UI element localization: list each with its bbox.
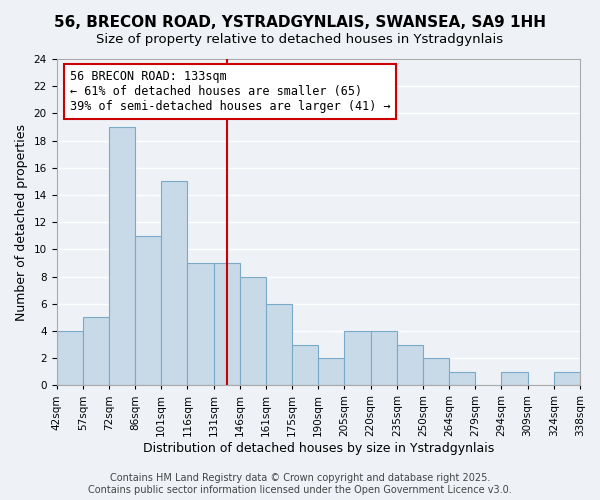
Y-axis label: Number of detached properties: Number of detached properties — [15, 124, 28, 320]
Bar — [56, 331, 83, 386]
X-axis label: Distribution of detached houses by size in Ystradgynlais: Distribution of detached houses by size … — [143, 442, 494, 455]
Bar — [502, 372, 527, 386]
Text: 56 BRECON ROAD: 133sqm
← 61% of detached houses are smaller (65)
39% of semi-det: 56 BRECON ROAD: 133sqm ← 61% of detached… — [70, 70, 390, 113]
Text: 56, BRECON ROAD, YSTRADGYNLAIS, SWANSEA, SA9 1HH: 56, BRECON ROAD, YSTRADGYNLAIS, SWANSEA,… — [54, 15, 546, 30]
Bar — [109, 127, 135, 386]
Text: Size of property relative to detached houses in Ystradgynlais: Size of property relative to detached ho… — [97, 32, 503, 46]
Bar — [240, 276, 266, 386]
Bar — [344, 331, 371, 386]
Bar — [187, 263, 214, 386]
Bar — [214, 263, 240, 386]
Bar — [135, 236, 161, 386]
Bar — [554, 372, 580, 386]
Bar — [371, 331, 397, 386]
Text: Contains HM Land Registry data © Crown copyright and database right 2025.
Contai: Contains HM Land Registry data © Crown c… — [88, 474, 512, 495]
Bar — [449, 372, 475, 386]
Bar — [83, 318, 109, 386]
Bar — [423, 358, 449, 386]
Bar — [397, 344, 423, 386]
Bar — [161, 182, 187, 386]
Bar — [292, 344, 318, 386]
Bar — [266, 304, 292, 386]
Bar — [318, 358, 344, 386]
